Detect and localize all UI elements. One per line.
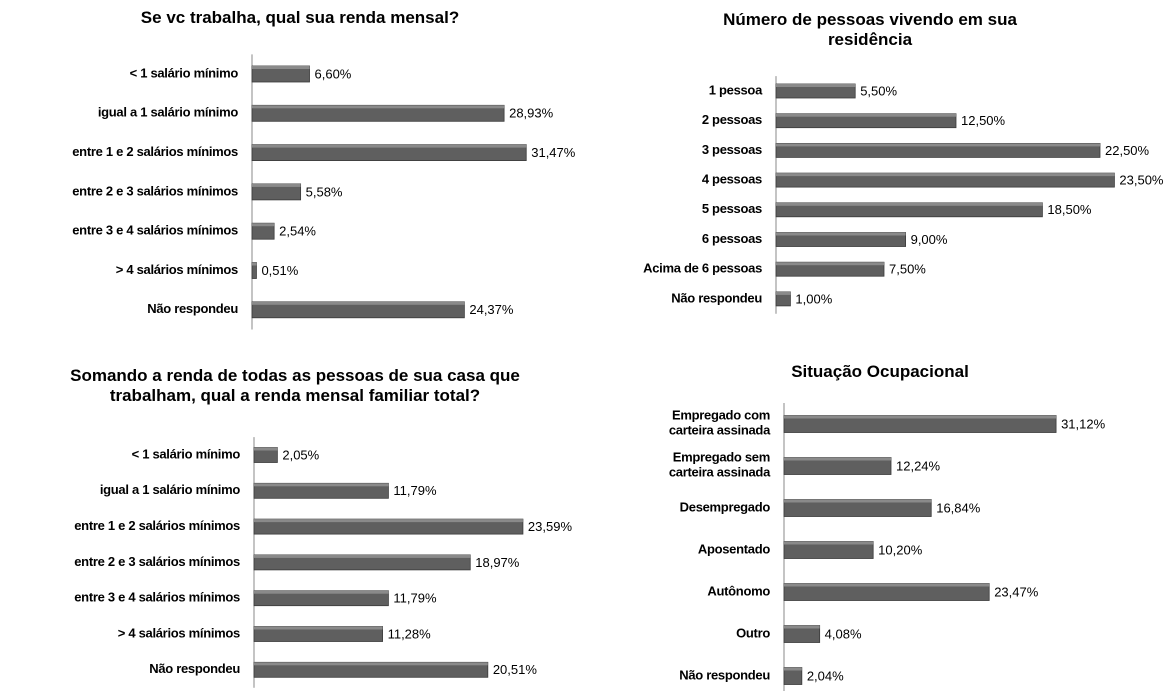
chart-title: Situação Ocupacional [791,362,969,381]
value-label: 16,84% [936,500,981,515]
bar-highlight [252,223,275,227]
category-label: < 1 salário mínimo [130,65,239,80]
category-label: Autônomo [707,583,770,598]
bar-highlight [784,499,932,503]
value-label: 11,79% [393,591,437,606]
value-label: 12,50% [961,113,1006,128]
category-label: Aposentado [698,541,770,556]
value-label: 7,50% [889,262,926,277]
category-label: > 4 salários mínimos [118,625,240,640]
category-label: Empregado sem carteira assinada [669,450,771,480]
category-label: Não respondeu [149,661,240,676]
value-label: 18,97% [475,555,520,570]
category-label: 3 pessoas [702,142,762,157]
category-label: Não respondeu [147,301,238,316]
category-label: Não respondeu [679,667,770,682]
category-label: > 4 salários mínimos [116,262,238,277]
value-label: 2,05% [282,447,319,462]
bar-highlight [784,457,892,461]
category-label: Não respondeu [671,290,762,305]
category-label: 5 pessoas [702,201,762,216]
bar-highlight [784,667,802,671]
category-label: Outro [736,625,770,640]
chart-title: Somando a renda de todas as pessoas de s… [70,366,520,405]
value-label: 23,47% [994,584,1039,599]
value-label: 4,08% [825,626,862,641]
value-label: 0,51% [261,263,298,278]
category-label: Desempregado [680,499,771,514]
category-label: Acima de 6 pessoas [643,261,762,276]
bar-highlight [252,183,301,187]
chart-title: Se vc trabalha, qual sua renda mensal? [140,8,460,27]
bar-highlight [784,625,820,629]
value-label: 31,47% [531,145,576,160]
category-label: 2 pessoas [702,112,762,127]
value-label: 20,51% [493,662,538,677]
category-label: igual a 1 salário mínimo [98,105,239,120]
category-label: 1 pessoa [709,82,763,97]
bar-highlight [252,105,505,109]
category-label: entre 3 e 4 salários mínimos [74,590,240,605]
value-label: 28,93% [509,106,554,121]
category-label: entre 2 e 3 salários mínimos [72,183,238,198]
bar-highlight [252,66,310,69]
chart-title: Número de pessoas vivendo em sua residên… [723,10,1017,49]
value-label: 2,54% [279,224,316,239]
bar-highlight [252,301,465,305]
bar-highlight [254,590,389,594]
value-label: 1,00% [795,291,832,306]
value-label: 10,20% [878,542,923,557]
category-label: 6 pessoas [702,231,762,246]
category-label: entre 3 e 4 salários mínimos [72,223,238,238]
bar-highlight [784,415,1057,419]
value-label: 11,79% [393,483,437,498]
category-label: 4 pessoas [702,172,762,187]
bar-highlight [776,113,956,117]
bar-highlight [784,583,990,587]
value-label: 23,50% [1119,173,1164,188]
value-label: 24,37% [469,302,514,317]
value-label: 6,60% [315,66,352,81]
value-label: 22,50% [1105,143,1150,158]
bar-highlight [254,626,383,630]
category-label: entre 2 e 3 salários mínimos [74,554,240,569]
bar-highlight [252,262,257,266]
value-label: 18,50% [1047,202,1092,217]
bar-highlight [252,144,527,148]
bar-highlight [784,541,874,545]
bar-highlight [776,291,791,295]
category-label: igual a 1 salário mínimo [100,482,241,497]
value-label: 12,24% [896,458,941,473]
category-label: entre 1 e 2 salários mínimos [72,144,238,159]
bar-highlight [254,447,278,451]
value-label: 2,04% [807,668,844,683]
value-label: 9,00% [911,232,948,247]
category-label: entre 1 e 2 salários mínimos [74,518,240,533]
value-label: 11,28% [388,626,432,641]
bar-highlight [776,202,1043,206]
value-label: 5,58% [306,184,343,199]
bar-highlight [776,143,1100,147]
bar-highlight [254,483,389,487]
value-label: 23,59% [528,519,573,534]
category-label: < 1 salário mínimo [132,446,241,461]
value-label: 5,50% [860,83,897,98]
bar-highlight [776,262,884,266]
bar-highlight [254,519,523,523]
bar-highlight [254,662,488,666]
category-label: Empregado com carteira assinada [669,408,771,438]
bar-highlight [776,173,1115,177]
bar-highlight [776,232,906,236]
value-label: 31,12% [1061,416,1106,431]
bar-highlight [254,554,471,558]
bar-highlight [776,84,856,87]
